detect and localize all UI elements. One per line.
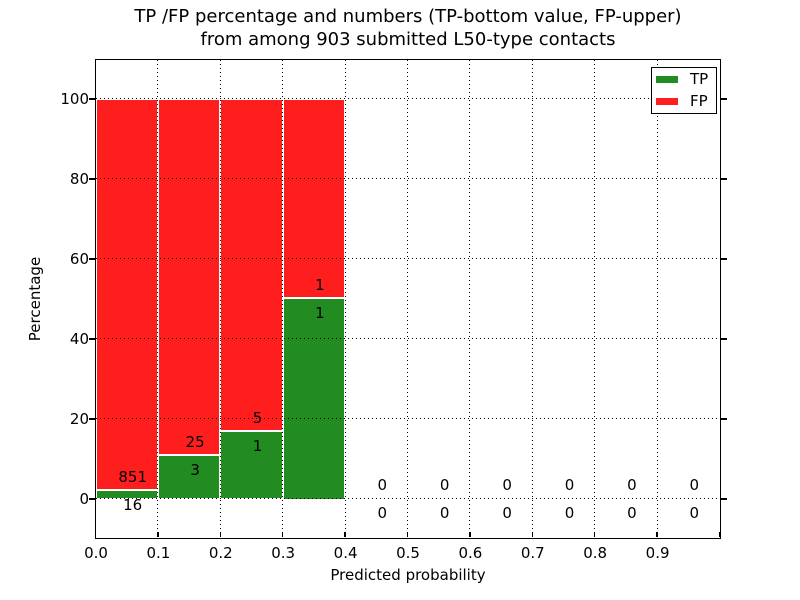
- legend-row-fp: FP: [652, 92, 716, 110]
- x-tick-mark: [281, 531, 284, 537]
- y-tick-label: 0: [79, 490, 89, 508]
- bar-segment-fp: [220, 98, 283, 432]
- x-tick-mark: [157, 531, 159, 537]
- fp-count-label: 0: [377, 475, 388, 494]
- gridline-vertical: [594, 59, 596, 538]
- y-tick-mark-left: [89, 498, 95, 500]
- y-tick-label: 100: [60, 90, 89, 108]
- gridline-vertical: [469, 59, 471, 538]
- gridline-vertical: [157, 59, 159, 538]
- tp-count-label: 0: [502, 503, 512, 522]
- fp-count-label: 0: [627, 475, 637, 494]
- y-tick-mark-left: [89, 98, 95, 100]
- gridline-vertical: [282, 59, 284, 538]
- tp-count-label: 16: [123, 496, 143, 515]
- y-tick-mark-right: [721, 498, 727, 500]
- gridline-vertical: [344, 59, 346, 538]
- legend-label-fp: FP: [690, 92, 708, 110]
- x-tick-mark: [593, 531, 596, 537]
- y-tick-label: 60: [69, 250, 89, 268]
- bar-segment-tp: [157, 455, 221, 499]
- tp-count-label: 0: [377, 503, 388, 522]
- legend-row-tp: TP: [652, 70, 716, 88]
- y-tick-mark-right: [721, 98, 727, 100]
- x-tick-label: 0.7: [520, 544, 545, 562]
- tp-count-label: 3: [190, 460, 200, 479]
- legend-label-tp: TP: [690, 70, 709, 88]
- y-tick-mark-left: [89, 178, 95, 180]
- bar-segment-fp: [157, 98, 221, 456]
- x-tick-label: 0.2: [208, 544, 233, 562]
- x-tick-label: 0.6: [458, 544, 483, 562]
- tp-count-label: 0: [689, 503, 700, 522]
- plot-area: 851 16 25 3 5 1 1 1 0 0 0 0 0 0 0 0 0 0 0 0: [94, 58, 721, 539]
- x-tick-label: 0.3: [271, 544, 296, 562]
- x-tick-mark: [344, 531, 346, 537]
- tp-count-label: 0: [564, 503, 575, 522]
- fp-count-label: 25: [185, 432, 205, 451]
- bar-segment-tp: [220, 431, 283, 499]
- tp-count-label: 0: [439, 503, 450, 522]
- fp-count-label: 0: [689, 475, 700, 494]
- x-tick-mark: [406, 531, 409, 537]
- y-tick-mark-right: [721, 338, 727, 340]
- gridline-vertical: [219, 59, 221, 538]
- x-axis-label: Predicted probability: [330, 566, 486, 584]
- y-tick-mark-right: [721, 258, 727, 260]
- chart-title-line2: from among 903 submitted L50-type contac…: [200, 29, 616, 50]
- x-tick-label: 0.1: [146, 544, 171, 562]
- fp-count-label: 851: [118, 468, 147, 487]
- x-tick-mark: [656, 531, 658, 537]
- y-tick-mark-left: [89, 258, 95, 260]
- x-tick-mark: [219, 531, 222, 537]
- fp-count-label: 0: [502, 475, 512, 494]
- gridline-vertical: [531, 59, 533, 538]
- gridline-vertical: [656, 59, 658, 538]
- tp-count-label: 1: [252, 436, 263, 455]
- fp-count-label: 1: [315, 275, 325, 294]
- x-tick-label: 0.8: [583, 544, 608, 562]
- bar-segment-tp: [95, 491, 158, 499]
- x-tick-label: 0.9: [645, 544, 670, 562]
- bar-segment-tp: [282, 298, 346, 499]
- x-tick-label: 0.4: [333, 544, 358, 562]
- bar-segment-fp: [282, 98, 346, 299]
- y-tick-label: 20: [69, 410, 89, 428]
- y-tick-mark-right: [721, 178, 727, 180]
- x-tick-mark: [469, 531, 471, 537]
- y-tick-label: 40: [69, 330, 89, 348]
- x-tick-label: 0.0: [84, 544, 108, 562]
- bar-segment-fp: [95, 98, 158, 492]
- y-axis-label: Percentage: [26, 256, 44, 342]
- chart-title-line1: TP /FP percentage and numbers (TP-bottom…: [134, 6, 682, 27]
- x-tick-mark: [531, 531, 534, 537]
- tp-swatch-icon: [656, 76, 678, 83]
- tp-count-label: 0: [627, 503, 637, 522]
- fp-count-label: 0: [564, 475, 575, 494]
- fp-swatch-icon: [656, 98, 678, 105]
- y-tick-label: 80: [69, 170, 89, 188]
- gridline-vertical: [407, 59, 408, 538]
- x-tick-mark: [718, 531, 721, 537]
- x-tick-mark: [94, 531, 97, 537]
- x-tick-label: 0.5: [396, 544, 420, 562]
- y-tick-mark-left: [89, 418, 95, 420]
- fp-count-label: 0: [439, 475, 450, 494]
- y-tick-mark-right: [721, 418, 727, 420]
- y-tick-mark-left: [89, 338, 95, 340]
- legend-box: TP FP: [651, 67, 717, 114]
- tp-count-label: 1: [315, 303, 325, 322]
- fp-count-label: 5: [252, 408, 263, 427]
